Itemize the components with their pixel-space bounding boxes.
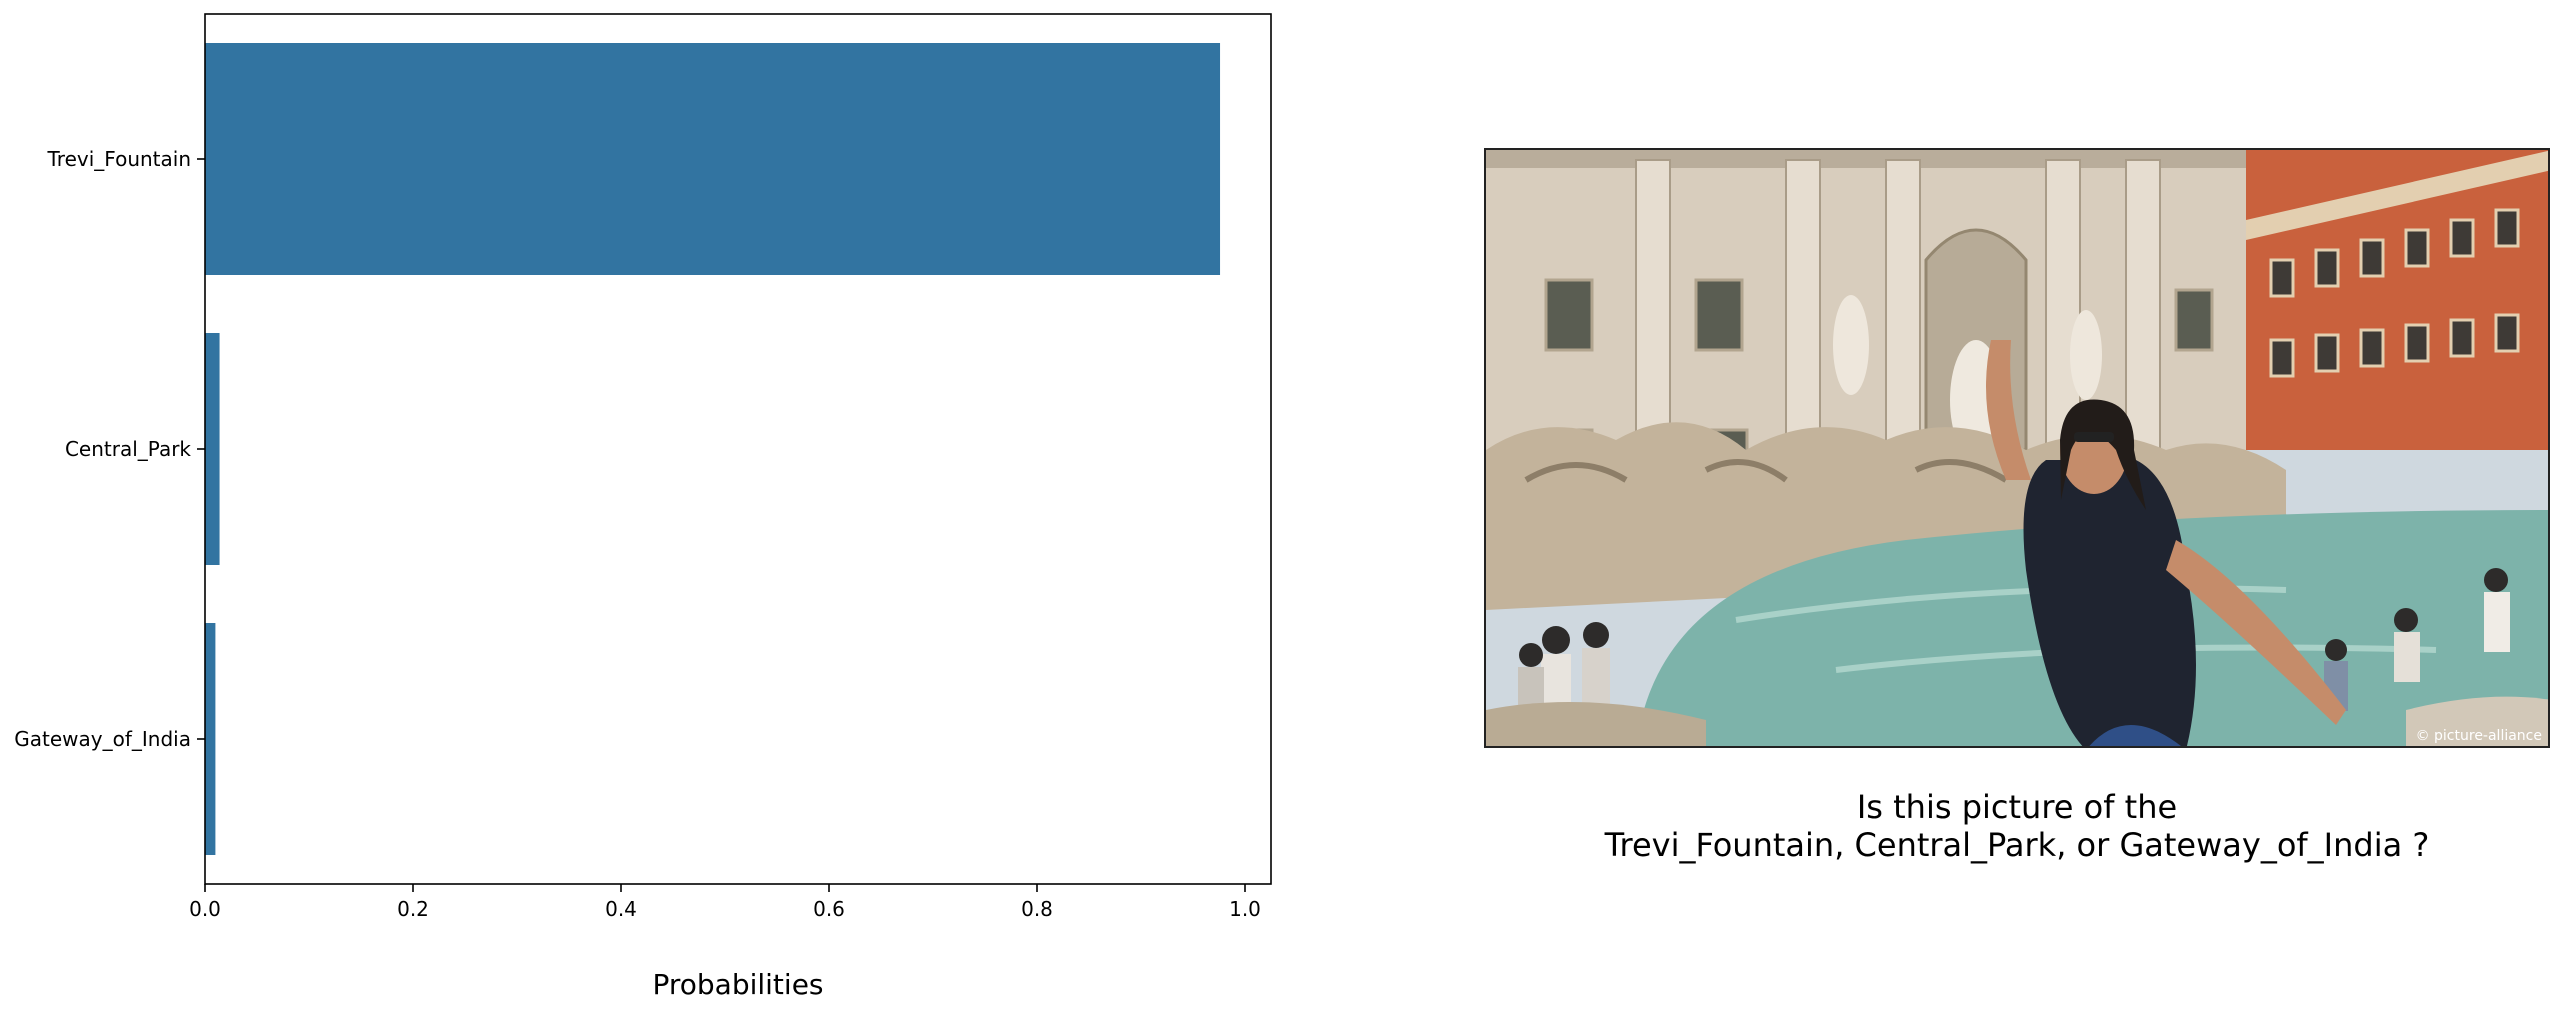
bar-central-park: [205, 333, 220, 565]
bar-gateway-of-india: [205, 623, 216, 855]
y-tick-label: Central_Park: [65, 437, 191, 461]
x-ticks: 0.0 0.2 0.4 0.6 0.8 1.0: [189, 884, 1261, 921]
question-line-1: Is this picture of the: [1856, 788, 2178, 826]
y-tick-label: Gateway_of_India: [14, 727, 191, 751]
question-text: Is this picture of the Trevi_Fountain, C…: [1484, 788, 2550, 864]
x-tick-label: 0.4: [605, 897, 637, 921]
landmark-photo: © picture-alliance: [1484, 148, 2550, 748]
y-tick-label: Trevi_Fountain: [47, 147, 191, 171]
woman-figure: [1986, 340, 2346, 746]
bars-layer: [205, 43, 1221, 855]
x-tick-label: 0.0: [189, 897, 221, 921]
probability-bar-chart: Trevi_Fountain Central_Park Gateway_of_Ind…: [14, 13, 1272, 1001]
question-line-2: Trevi_Fountain, Central_Park, or Gateway…: [1604, 826, 2430, 864]
x-tick-label: 1.0: [1229, 897, 1261, 921]
x-tick-label: 0.6: [813, 897, 845, 921]
x-tick-label: 0.2: [397, 897, 429, 921]
y-ticks: Trevi_Fountain Central_Park Gateway_of_Ind…: [14, 147, 205, 751]
x-tick-label: 0.8: [1021, 897, 1053, 921]
photo-credit-text: © picture-alliance: [2416, 728, 2542, 744]
bar-trevi-fountain: [205, 43, 1221, 275]
x-axis-label: Probabilities: [652, 968, 823, 1001]
